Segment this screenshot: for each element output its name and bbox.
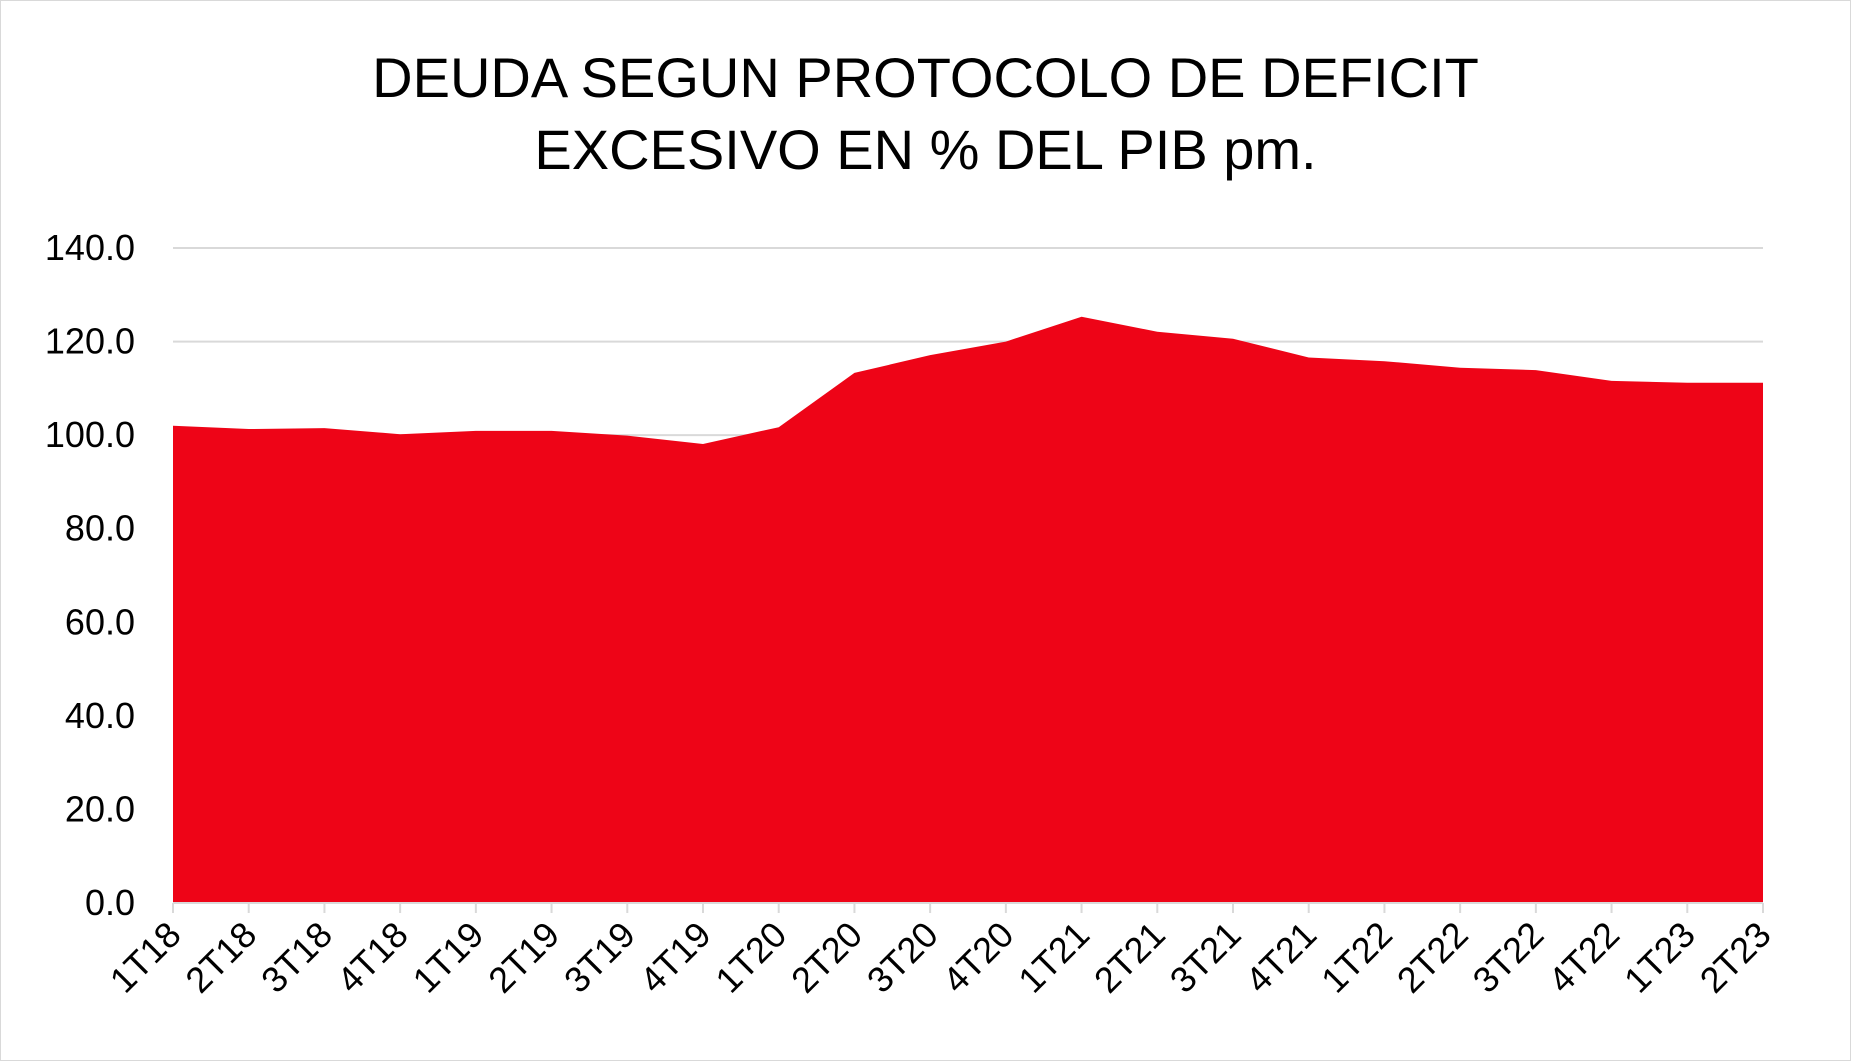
x-tick-label: 4T21 [1237,914,1324,1001]
y-tick-label: 100.0 [45,414,135,455]
x-tick-label: 2T19 [480,914,567,1001]
x-tick-label: 3T20 [859,914,946,1001]
y-axis-tick-labels: 0.0 20.0 40.0 60.0 80.0 100.0 120.0 140.0 [45,227,135,923]
chart-title-line-1: DEUDA SEGUN PROTOCOLO DE DEFICIT [372,46,1479,109]
y-tick-label: 40.0 [65,695,135,736]
x-axis [172,902,1764,913]
x-tick-label: 1T21 [1010,914,1097,1001]
x-tick-label: 3T22 [1464,914,1551,1001]
x-tick-label: 2T18 [177,914,264,1001]
x-tick-label: 3T21 [1162,914,1249,1001]
y-tick-label: 60.0 [65,601,135,642]
chart-title-line-2: EXCESIVO EN % DEL PIB pm. [534,118,1317,181]
x-tick-label: 1T19 [404,914,491,1001]
y-tick-label: 0.0 [85,882,135,923]
y-tick-label: 20.0 [65,788,135,829]
area-series [173,316,1763,903]
area-fill [173,316,1763,903]
x-tick-label: 2T20 [783,914,870,1001]
x-tick-label: 1T18 [102,914,189,1001]
x-tick-label: 3T18 [253,914,340,1001]
x-tick-label: 1T22 [1313,914,1400,1001]
x-tick-label: 1T20 [707,914,794,1001]
y-tick-label: 120.0 [45,321,135,362]
x-tick-label: 4T22 [1540,914,1627,1001]
x-tick-label: 2T23 [1692,914,1779,1001]
x-tick-label: 4T19 [632,914,719,1001]
x-tick-label: 2T22 [1389,914,1476,1001]
x-tick-label: 4T18 [329,914,416,1001]
y-tick-label: 140.0 [45,227,135,268]
x-tick-label: 1T23 [1616,914,1703,1001]
x-tick-label: 2T21 [1086,914,1173,1001]
x-axis-tick-labels: 1T182T183T184T181T192T193T194T191T202T20… [102,914,1779,1001]
chart-title: DEUDA SEGUN PROTOCOLO DE DEFICIT EXCESIV… [0,42,1851,186]
x-tick-label: 4T20 [934,914,1021,1001]
x-tick-label: 3T19 [556,914,643,1001]
y-tick-label: 80.0 [65,508,135,549]
